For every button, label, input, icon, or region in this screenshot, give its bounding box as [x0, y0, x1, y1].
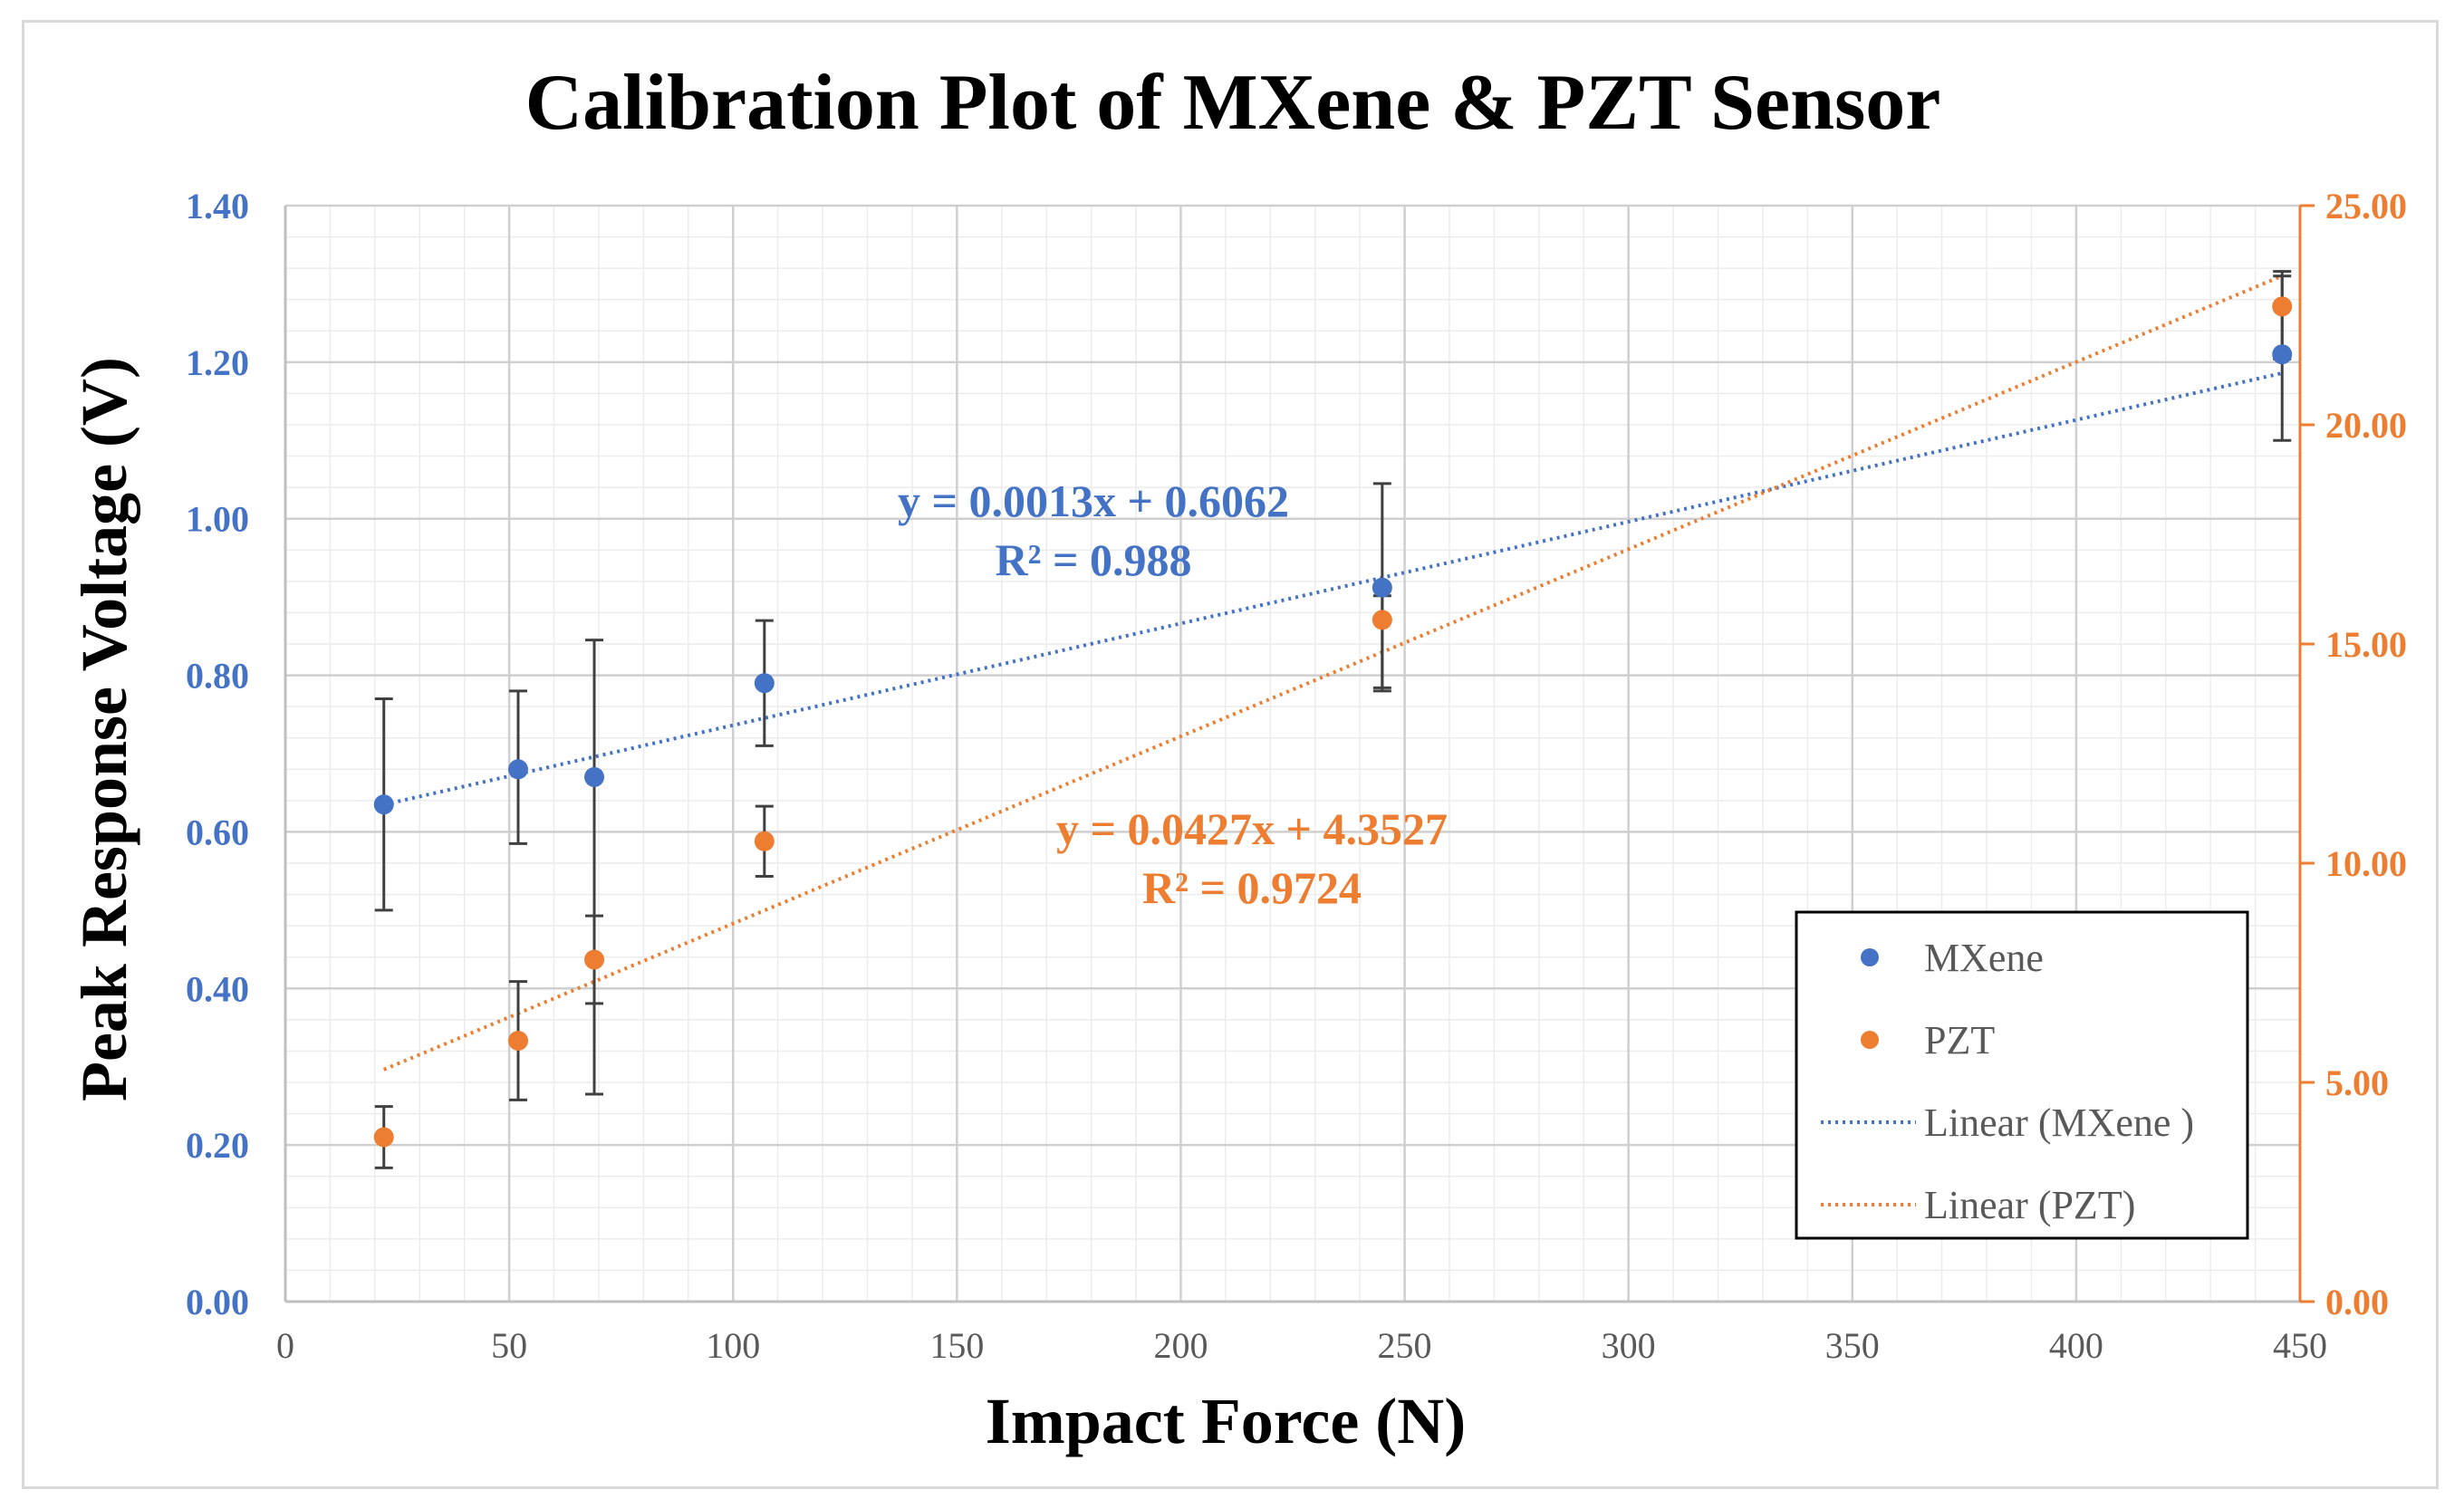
x-tick-label: 150: [929, 1325, 984, 1366]
y-left-tick-label: 1.20: [186, 342, 249, 383]
calibration-chart: 0 50 100 150 200 250 300 350 400 4500.000.200.400…: [68, 59, 2407, 1457]
legend-label-mxene: MXene: [1924, 936, 2044, 980]
y-left-tick-label: 0.60: [186, 812, 249, 852]
y-right-tick-label: 15.00: [2325, 624, 2407, 665]
data-point-layer: [373, 296, 2293, 1148]
x-tick-label: 450: [2273, 1325, 2327, 1366]
data-point-mxene: [1372, 577, 1392, 598]
y-right-tick-label: 10.00: [2325, 843, 2407, 884]
data-point-mxene: [584, 766, 605, 787]
y-left-tick-label: 1.00: [186, 499, 249, 540]
y-right-tick-label: 5.00: [2325, 1062, 2389, 1103]
trendline-mxene: [383, 371, 2283, 807]
x-axis-title: Impact Force (N): [986, 1385, 1466, 1457]
y-right-tick-label: 20.00: [2325, 405, 2407, 446]
y-right-tick-label: 25.00: [2325, 186, 2407, 226]
x-tick-label: 100: [706, 1325, 760, 1366]
legend-box: [1795, 910, 2249, 1240]
chart-title: Calibration Plot of MXene & PZT Sensor: [525, 59, 1941, 147]
axis-layer: 0 50 100 150 200 250 300 350 400 4500.000.200.400…: [186, 186, 2407, 1366]
x-tick-label: 300: [1602, 1325, 1656, 1366]
data-point-mxene: [754, 673, 775, 694]
y-left-tick-label: 0.20: [186, 1125, 249, 1166]
data-point-mxene: [2272, 344, 2293, 365]
mxene-trend-equation: y = 0.0013x + 0.6062: [898, 476, 1289, 526]
x-tick-label: 350: [1825, 1325, 1880, 1366]
legend-marker-pzt: [1861, 1031, 1879, 1049]
data-point-pzt: [373, 1127, 394, 1148]
legend-label-pzt: PZT: [1924, 1018, 1995, 1062]
data-point-mxene: [507, 759, 528, 780]
x-tick-label: 250: [1378, 1325, 1432, 1366]
data-point-pzt: [584, 949, 605, 970]
y-left-tick-label: 1.40: [186, 186, 249, 226]
y-left-tick-label: 0.80: [186, 656, 249, 697]
legend: MXene PZT Linear (MXene ) Linear (PZT): [1795, 910, 2249, 1240]
data-point-pzt: [2272, 296, 2293, 317]
data-point-pzt: [754, 831, 775, 851]
legend-label-linear-mxene: Linear (MXene ): [1924, 1101, 2194, 1145]
x-tick-label: 200: [1153, 1325, 1208, 1366]
data-point-mxene: [373, 794, 394, 815]
data-point-pzt: [1372, 610, 1392, 630]
y-right-tick-label: 0.00: [2325, 1282, 2389, 1322]
data-point-pzt: [507, 1031, 528, 1052]
y-left-tick-label: 0.00: [186, 1282, 249, 1322]
legend-marker-mxene: [1861, 948, 1879, 966]
x-tick-label: 50: [491, 1325, 527, 1366]
y-axis-title: Peak Response Voltage (V): [68, 357, 140, 1101]
chart-frame: 0 50 100 150 200 250 300 350 400 450 0.00 0.20 0.40 0…: [22, 20, 2439, 1489]
text-layer: Calibration Plot of MXene & PZT Sensor I…: [68, 59, 1940, 1457]
trendline-layer: [382, 274, 2284, 1072]
x-tick-label: 400: [2049, 1325, 2103, 1366]
legend-label-linear-pzt: Linear (PZT): [1924, 1183, 2135, 1227]
x-tick-label: 0: [276, 1325, 294, 1366]
trendline-pzt: [382, 274, 2284, 1072]
pzt-trend-equation: y = 0.0427x + 4.3527: [1056, 803, 1448, 854]
pzt-trend-r2: R² = 0.9724: [1142, 862, 1362, 913]
y-left-tick-label: 0.40: [186, 968, 249, 1009]
mxene-trend-r2: R² = 0.988: [995, 534, 1191, 585]
